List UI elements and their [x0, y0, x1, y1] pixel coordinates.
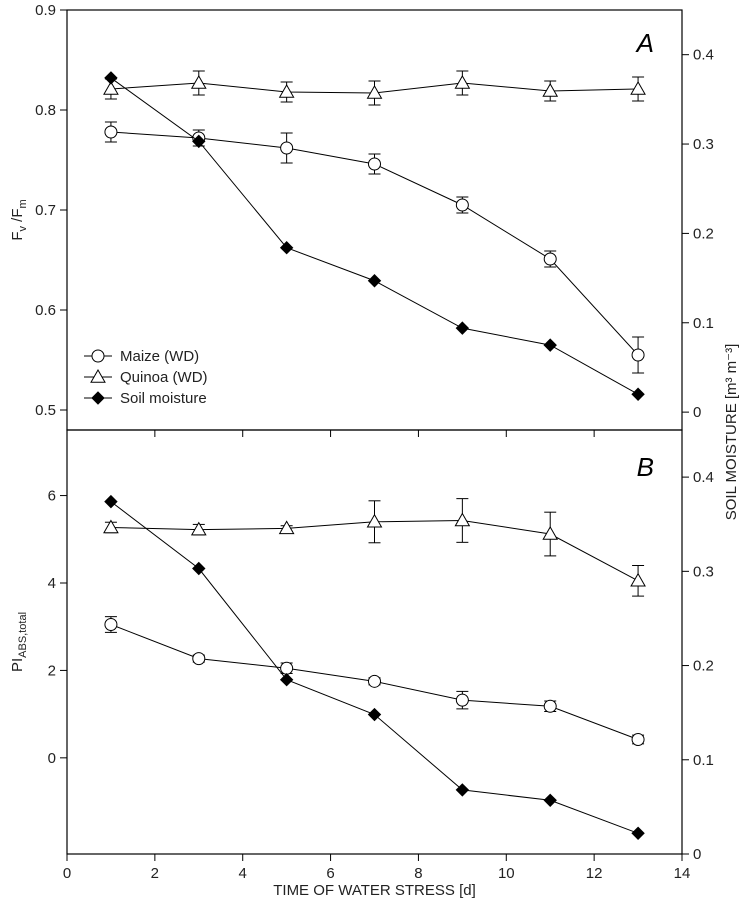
y-left-tick-label: 2 — [48, 662, 56, 679]
data-point-open-triangle — [542, 526, 559, 540]
data-point-open-triangle — [103, 519, 119, 534]
data-point-open-circle — [280, 141, 294, 155]
legend-marker-open-circle — [91, 349, 105, 363]
data-point-open-triangle — [103, 80, 119, 95]
x-axis-title: TIME OF WATER STRESS [d] — [273, 882, 476, 899]
data-point-open-circle — [631, 732, 645, 746]
y-right-tick-label: 0 — [693, 846, 701, 863]
data-point-open-circle — [368, 674, 381, 688]
legend-marker-filled-diamond — [91, 391, 105, 405]
y-left-tick-label: 0.9 — [35, 2, 56, 19]
legend-label: Maize (WD) — [120, 348, 199, 365]
y-right-tick-label: 0.3 — [693, 136, 714, 153]
data-point-open-circle — [543, 699, 557, 713]
y-left-tick-label: 0.7 — [35, 202, 56, 219]
data-point-open-triangle — [454, 512, 471, 527]
panel-letter-a: A — [635, 28, 654, 58]
series-filled-diamond — [104, 71, 645, 401]
y-left-axis-title: Fv /Fm — [9, 199, 29, 240]
data-point-filled-diamond — [192, 134, 206, 149]
x-tick-label: 0 — [63, 865, 71, 882]
plot-frame — [66, 429, 683, 855]
data-point-open-triangle — [278, 83, 295, 98]
data-point-filled-diamond — [192, 561, 206, 576]
y-right-tick-label: 0.1 — [693, 752, 714, 769]
panel-a: 0.5 0.6 0.7 0.8 0.9 0 0.1 0.2 0.3 0.4 A Fv /Fm Maize… — [9, 2, 714, 437]
legend-marker-open-triangle — [90, 368, 106, 383]
data-point-open-circle — [543, 252, 557, 266]
data-point-filled-diamond — [367, 707, 382, 722]
x-tick-label: 4 — [239, 865, 247, 882]
x-tick-label: 2 — [151, 865, 159, 882]
x-tick-label: 14 — [674, 865, 691, 882]
data-point-open-triangle — [366, 84, 383, 99]
data-point-open-triangle — [190, 521, 207, 536]
data-point-filled-diamond — [543, 338, 557, 352]
y-left-axis-title: PIABS,total — [9, 612, 29, 672]
series-open-circle — [104, 616, 645, 746]
data-point-filled-diamond — [631, 387, 645, 401]
data-point-open-triangle — [630, 80, 646, 95]
series-filled-diamond — [104, 494, 645, 840]
series-line-filled-diamond — [110, 501, 639, 834]
data-point-open-triangle — [630, 572, 646, 587]
y-right-tick-label: 0.4 — [693, 47, 714, 64]
panel-b: 0 2 4 6 0 0.1 0.2 0.3 0.4 0 2 4 6 8 10 12 14 B PIABS,total — [9, 429, 714, 882]
series-open-triangle — [103, 70, 646, 106]
y-left-tick-label: 0 — [48, 750, 56, 767]
panel-letter-b: B — [637, 452, 654, 482]
data-point-filled-diamond — [455, 321, 470, 335]
data-point-filled-diamond — [279, 672, 294, 687]
legend-label: Quinoa (WD) — [120, 369, 208, 386]
y-left-tick-label: 6 — [48, 488, 56, 505]
series-open-triangle — [103, 498, 646, 597]
data-point-open-triangle — [190, 74, 207, 89]
x-tick-label: 10 — [498, 865, 515, 882]
x-tick-label: 6 — [326, 865, 334, 882]
data-point-filled-diamond — [104, 494, 118, 509]
y-left-tick-label: 0.6 — [35, 302, 56, 319]
data-point-filled-diamond — [367, 274, 382, 288]
y-right-tick-label: 0.2 — [693, 658, 714, 675]
data-point-filled-diamond — [455, 783, 470, 797]
data-point-filled-diamond — [631, 826, 645, 840]
data-point-open-circle — [104, 618, 118, 632]
y-left-tick-label: 4 — [48, 575, 56, 592]
data-point-open-circle — [368, 157, 381, 171]
y-right-tick-label: 0.4 — [693, 469, 714, 486]
data-point-filled-diamond — [104, 71, 118, 85]
x-tick-label: 12 — [586, 865, 603, 882]
data-point-open-circle — [192, 652, 206, 666]
data-point-open-triangle — [278, 520, 295, 535]
data-point-open-circle — [280, 661, 294, 675]
data-point-open-triangle — [542, 82, 559, 97]
legend-label: Soil moisture — [120, 390, 207, 407]
data-point-open-triangle — [366, 513, 383, 528]
series-line-filled-diamond — [110, 77, 639, 395]
data-point-open-triangle — [454, 74, 471, 89]
legend: Maize (WD) Quinoa (WD) Soil moisture — [84, 348, 208, 407]
y-left-tick-label: 0.5 — [35, 402, 56, 419]
x-tick-label: 8 — [414, 865, 422, 882]
data-point-open-circle — [631, 348, 645, 362]
data-point-open-circle — [455, 693, 469, 707]
y-right-tick-label: 0 — [693, 404, 701, 421]
series-open-circle — [104, 121, 645, 374]
data-point-open-circle — [104, 125, 118, 139]
data-point-filled-diamond — [543, 793, 557, 808]
y-right-tick-label: 0.2 — [693, 225, 714, 242]
data-point-open-circle — [455, 198, 469, 212]
data-point-filled-diamond — [279, 240, 294, 255]
y-right-tick-label: 0.3 — [693, 563, 714, 580]
y-right-tick-label: 0.1 — [693, 315, 714, 332]
y-right-axis-title: SOIL MOISTURE [m³ m⁻³] — [723, 344, 740, 521]
y-left-tick-label: 0.8 — [35, 102, 56, 119]
